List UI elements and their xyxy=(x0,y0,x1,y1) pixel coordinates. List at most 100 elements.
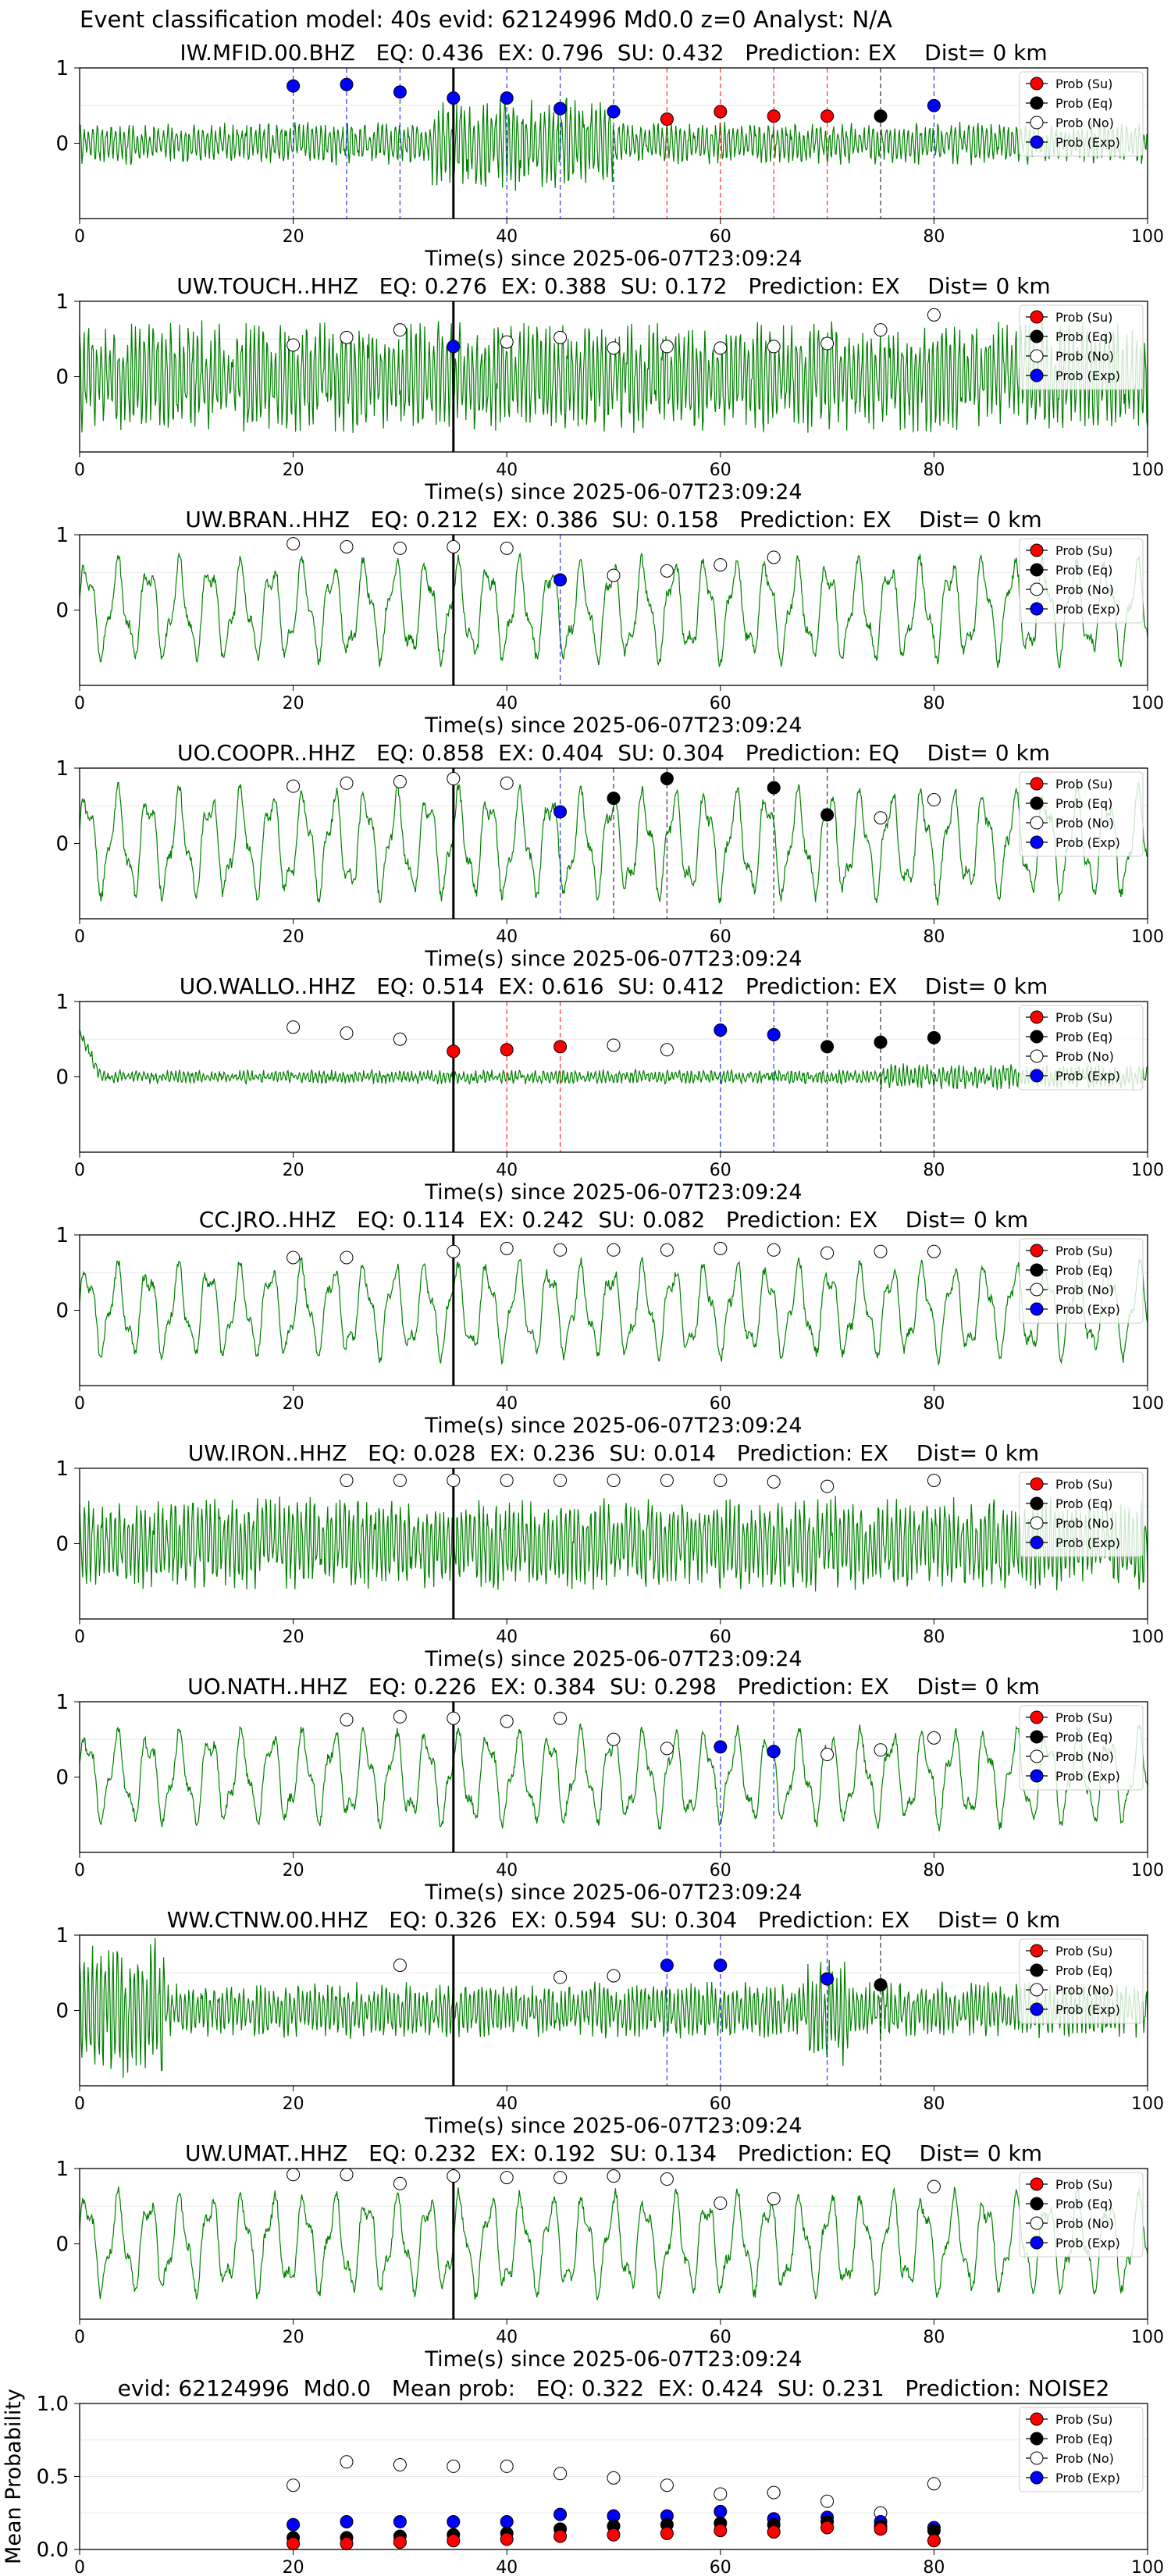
prob-marker-no xyxy=(393,1032,407,1046)
prob-marker-exp xyxy=(553,101,568,116)
panel-title: CC.JRO..HHZ EQ: 0.114 EX: 0.242 SU: 0.08… xyxy=(199,1207,1028,1233)
prob-marker-exp xyxy=(714,1023,728,1037)
waveform-panel-1: IW.MFID.00.BHZ EQ: 0.436 EX: 0.796 SU: 0… xyxy=(55,40,1164,271)
legend-label-exp: Prob (Exp) xyxy=(1055,2002,1120,2017)
x-axis-label: Time(s) since 2025-06-07T23:09:24 xyxy=(424,247,802,271)
axes-frame xyxy=(79,1234,1148,1386)
legend-marker-eq xyxy=(1030,1963,1044,1977)
legend-marker-eq xyxy=(1030,2197,1044,2211)
legend-marker-exp xyxy=(1030,2236,1044,2250)
panel-title: UW.TOUCH..HHZ EQ: 0.276 EX: 0.388 SU: 0.… xyxy=(176,273,1050,299)
y-tick-label: 1 xyxy=(55,290,69,314)
legend-marker-su xyxy=(1030,543,1044,557)
prob-marker-no xyxy=(660,1243,674,1257)
prob-marker-no xyxy=(553,1243,568,1257)
legend-label-su: Prob (Su) xyxy=(1055,1010,1112,1025)
legend-marker-exp xyxy=(1030,1302,1044,1316)
legend-marker-exp xyxy=(1030,1769,1044,1783)
prob-marker-no xyxy=(820,1748,835,1762)
x-tick-label: 60 xyxy=(710,1161,731,1180)
legend-label-exp: Prob (Exp) xyxy=(1055,2471,1120,2485)
legend-marker-su xyxy=(1030,2177,1044,2191)
waveform-panel-4: UO.COOPR..HHZ EQ: 0.858 EX: 0.404 SU: 0.… xyxy=(55,740,1164,971)
prob-marker-su xyxy=(820,109,835,123)
panel-title: UO.COOPR..HHZ EQ: 0.858 EX: 0.404 SU: 0.… xyxy=(177,740,1050,766)
x-tick-label: 100 xyxy=(1131,227,1164,247)
x-tick-label: 20 xyxy=(283,1394,304,1414)
y-tick-label: 0 xyxy=(55,1767,69,1790)
legend-marker-su xyxy=(1030,1477,1044,1491)
legend-label-no: Prob (No) xyxy=(1055,2451,1114,2466)
x-tick-label: 20 xyxy=(283,2558,304,2576)
legend-label-exp: Prob (Exp) xyxy=(1055,1769,1120,1784)
mean-marker-no xyxy=(340,2455,354,2469)
legend-label-exp: Prob (Exp) xyxy=(1055,835,1120,850)
prob-marker-no xyxy=(447,1473,461,1487)
x-tick-label: 80 xyxy=(923,2094,945,2114)
legend-marker-exp xyxy=(1030,1069,1044,1083)
x-tick-label: 80 xyxy=(923,694,945,713)
prob-marker-no xyxy=(767,340,781,354)
legend-box xyxy=(1019,1705,1144,1791)
legend-marker-no xyxy=(1030,349,1044,363)
prob-marker-exp xyxy=(767,1027,781,1041)
axes-frame xyxy=(79,301,1148,453)
legend-label-no: Prob (No) xyxy=(1055,1049,1114,1064)
prob-marker-no xyxy=(607,1969,621,1983)
legend-label-no: Prob (No) xyxy=(1055,1749,1114,1764)
legend-label-exp: Prob (Exp) xyxy=(1055,1535,1120,1550)
x-tick-label: 100 xyxy=(1131,2558,1164,2576)
prob-marker-no xyxy=(447,1711,461,1725)
prob-marker-no xyxy=(927,2179,941,2194)
prob-marker-no xyxy=(447,2169,461,2183)
axes-frame xyxy=(79,767,1148,920)
x-tick-label: 20 xyxy=(283,2328,304,2347)
legend-box xyxy=(1019,1938,1144,2024)
waveform-trace xyxy=(79,2186,1148,2300)
x-tick-label: 20 xyxy=(283,2094,304,2114)
x-tick-label: 0 xyxy=(74,1394,85,1414)
x-tick-label: 100 xyxy=(1131,2328,1164,2347)
legend-label-no: Prob (No) xyxy=(1055,349,1114,364)
x-tick-label: 80 xyxy=(923,2558,945,2576)
mean-probability-panel: evid: 62124996 Md0.0 Mean prob: EQ: 0.32… xyxy=(2,2375,1164,2576)
mean-marker-su xyxy=(393,2535,407,2549)
legend-label-eq: Prob (Eq) xyxy=(1055,2197,1112,2211)
panel-title: evid: 62124996 Md0.0 Mean prob: EQ: 0.32… xyxy=(118,2375,1110,2401)
legend-marker-exp xyxy=(1030,835,1044,849)
prob-marker-no xyxy=(287,779,301,793)
waveform-trace xyxy=(79,1257,1148,1367)
prob-marker-no xyxy=(500,541,514,555)
prob-marker-no xyxy=(553,330,568,344)
x-tick-label: 20 xyxy=(283,1161,304,1180)
x-axis-label: Time(s) since 2025-06-07T23:09:24 xyxy=(424,480,802,504)
x-axis-label: Time(s) since 2025-06-07T23:09:24 xyxy=(424,947,802,971)
x-tick-label: 20 xyxy=(283,461,304,480)
mean-marker-su xyxy=(767,2525,781,2539)
x-tick-label: 0 xyxy=(74,694,85,713)
x-tick-label: 40 xyxy=(496,1394,518,1414)
axes-frame xyxy=(79,2403,1148,2550)
mean-marker-no xyxy=(714,2487,728,2501)
prob-marker-no xyxy=(340,776,354,790)
prob-marker-eq xyxy=(820,1040,835,1054)
x-axis-label: Time(s) since 2025-06-07T23:09:24 xyxy=(424,1414,802,1438)
y-tick-label: 0 xyxy=(55,366,69,390)
waveform-panel-3: UW.BRAN..HHZ EQ: 0.212 EX: 0.386 SU: 0.1… xyxy=(55,507,1164,738)
mean-marker-exp xyxy=(500,2514,514,2528)
prob-marker-no xyxy=(660,1473,674,1487)
waveform-panel-6: CC.JRO..HHZ EQ: 0.114 EX: 0.242 SU: 0.08… xyxy=(55,1207,1164,1438)
prob-marker-no xyxy=(607,568,621,582)
mean-marker-exp xyxy=(340,2514,354,2528)
prob-marker-exp xyxy=(553,573,568,587)
prob-marker-eq xyxy=(927,1030,941,1044)
prob-marker-no xyxy=(287,1251,301,1265)
panel-title: UW.IRON..HHZ EQ: 0.028 EX: 0.236 SU: 0.0… xyxy=(188,1440,1039,1466)
x-tick-label: 40 xyxy=(496,927,518,947)
prob-marker-no xyxy=(820,336,835,350)
legend-marker-no xyxy=(1030,2216,1044,2230)
prob-marker-no xyxy=(340,1026,354,1041)
x-tick-label: 40 xyxy=(496,1161,518,1180)
legend-label-no: Prob (No) xyxy=(1055,2216,1114,2231)
legend-label-su: Prob (Su) xyxy=(1055,1477,1112,1492)
